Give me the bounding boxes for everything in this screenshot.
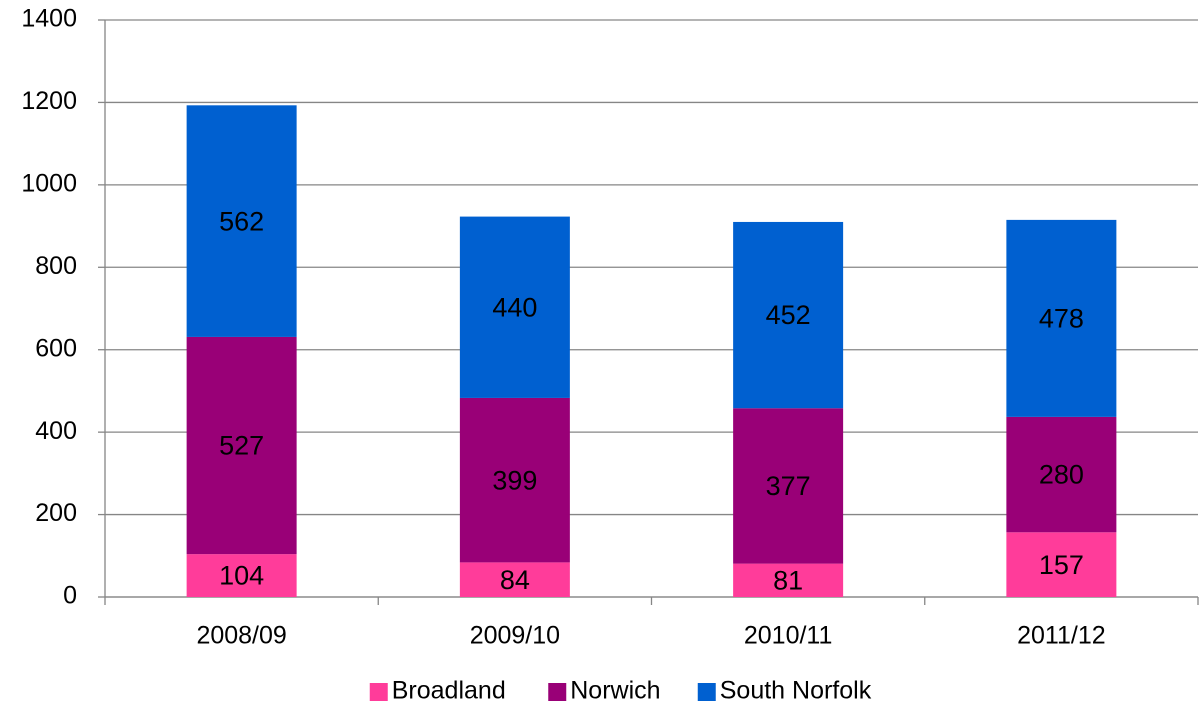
bar-segment	[186, 336, 297, 555]
legend-swatch	[548, 683, 567, 701]
legend-swatch	[697, 683, 716, 701]
data-label: 157	[1039, 550, 1084, 580]
y-tick-label: 1200	[21, 87, 77, 115]
y-tick-label: 600	[35, 334, 77, 362]
y-tick-label: 0	[63, 582, 77, 610]
bar-segment	[1006, 219, 1117, 417]
data-label: 104	[219, 561, 264, 591]
legend-label: Broadland	[392, 677, 506, 705]
y-tick-label: 1000	[21, 169, 77, 197]
bar-segment	[186, 105, 297, 337]
data-label: 81	[773, 565, 803, 595]
bar-segment	[1006, 416, 1117, 533]
x-tick-label: 2009/10	[470, 622, 560, 650]
bar-segment	[459, 562, 570, 597]
data-label: 280	[1039, 460, 1084, 490]
y-tick-label: 1400	[21, 5, 77, 33]
bar-segment	[733, 563, 844, 597]
x-tick-label: 2008/09	[196, 622, 286, 650]
y-tick-label: 400	[35, 417, 77, 445]
bar-segment	[733, 221, 844, 409]
legend-swatch	[369, 683, 388, 701]
bar-segment	[1006, 532, 1117, 597]
data-label: 399	[492, 465, 537, 495]
bar-segment	[459, 216, 570, 398]
data-label: 562	[219, 206, 264, 236]
x-tick-label: 2011/12	[1017, 622, 1106, 650]
legend-label: Norwich	[570, 677, 660, 705]
y-tick-label: 200	[35, 499, 77, 527]
data-label: 478	[1039, 304, 1084, 334]
data-label: 527	[219, 431, 264, 461]
bar-segment	[186, 554, 297, 597]
y-tick-label: 800	[35, 252, 77, 280]
data-label: 440	[492, 292, 537, 322]
data-label: 452	[766, 300, 811, 330]
data-label: 84	[500, 565, 530, 595]
bar-segment	[459, 397, 570, 563]
x-tick-label: 2010/11	[744, 622, 833, 650]
legend-label: South Norfolk	[720, 677, 872, 705]
bar-segment	[733, 408, 844, 564]
data-label: 377	[766, 471, 811, 501]
